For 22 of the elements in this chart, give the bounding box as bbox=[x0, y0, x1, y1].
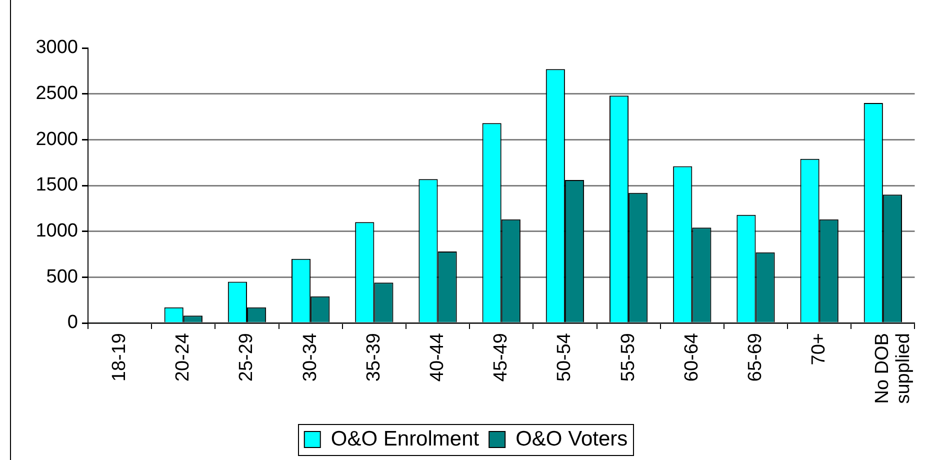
y-tick-label: 0 bbox=[67, 312, 78, 334]
x-tick-label: 30-34 bbox=[300, 332, 321, 382]
x-tick-label: 55-59 bbox=[618, 333, 639, 382]
y-tick-label: 2500 bbox=[36, 83, 78, 104]
x-tick-label: 25-29 bbox=[236, 333, 258, 382]
x-tick-label: 45-49 bbox=[490, 333, 512, 382]
x-tick-label: 18-19 bbox=[109, 333, 130, 382]
legend-label: O&O Enrolment bbox=[330, 427, 480, 450]
y-tick-label: 3000 bbox=[36, 37, 78, 58]
x-tick-label: 20-24 bbox=[172, 332, 194, 382]
x-tick-label: 70+ bbox=[808, 333, 830, 366]
x-tick-label: 50-54 bbox=[554, 332, 576, 382]
y-tick-label: 1000 bbox=[36, 220, 78, 242]
y-tick-label: 2000 bbox=[36, 128, 78, 150]
legend-label: O&O Voters bbox=[516, 427, 628, 450]
y-tick-label: 1500 bbox=[36, 174, 78, 196]
x-tick-label: 40-44 bbox=[427, 332, 448, 382]
x-tick-label: No DOB supplied bbox=[872, 333, 914, 404]
x-tick-label: 65-69 bbox=[744, 333, 766, 382]
y-tick-label: 500 bbox=[46, 266, 78, 288]
x-tick-label: 60-64 bbox=[681, 332, 702, 382]
x-tick-label: 35-39 bbox=[363, 333, 384, 382]
